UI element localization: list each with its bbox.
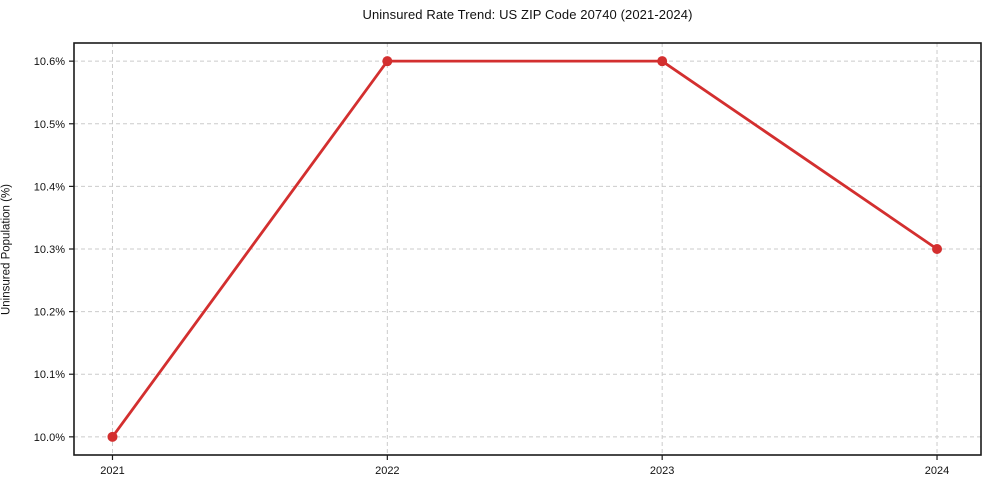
data-point bbox=[107, 431, 118, 442]
x-tick-label: 2022 bbox=[375, 465, 399, 477]
y-tick-label: 10.1% bbox=[34, 369, 65, 381]
data-point bbox=[932, 244, 943, 254]
y-tick-label: 10.6% bbox=[34, 56, 65, 68]
chart-title: Uninsured Rate Trend: US ZIP Code 20740 … bbox=[362, 7, 693, 22]
x-tick-label: 2021 bbox=[100, 465, 124, 477]
y-tick-label: 10.5% bbox=[34, 119, 65, 131]
y-tick-label: 10.3% bbox=[34, 244, 65, 256]
y-tick-label: 10.0% bbox=[34, 432, 65, 444]
y-tick-label: 10.4% bbox=[34, 181, 65, 193]
trend-line bbox=[111, 59, 939, 439]
y-tick-label: 10.2% bbox=[34, 307, 65, 319]
x-tick-label: 2023 bbox=[650, 465, 674, 477]
data-point bbox=[382, 56, 393, 67]
x-tick-label: 2024 bbox=[925, 465, 949, 477]
data-point bbox=[657, 56, 668, 67]
